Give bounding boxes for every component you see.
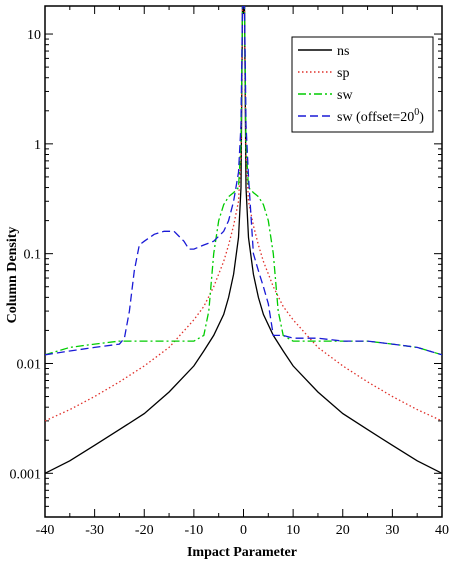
x-tick-label: 20 [336,523,350,538]
series-layer [45,6,442,474]
legend-label-1: ns [337,44,349,59]
legend-label-2: sp [337,66,349,81]
y-tick-label: 0.01 [17,357,42,372]
y-tick-label: 1 [34,138,41,153]
x-tick-label: 40 [435,523,449,538]
x-tick-label: 10 [286,523,300,538]
legend-label-4: sw (offset=200) [337,107,424,125]
legend-label-rest: ) [419,110,424,125]
x-axis: -40 -30 -20 -10 0 10 20 30 40 [36,6,449,538]
x-tick-label: -30 [85,523,104,538]
legend: ns sp sw sw (offset=200) [291,36,434,133]
y-tick-label: 0.001 [10,467,42,482]
series-line-4 [45,6,442,356]
series-line-2 [45,6,442,422]
y-axis-label: Column Density [5,227,20,324]
x-tick-label: -40 [36,523,55,538]
x-tick-label: -20 [135,523,154,538]
x-tick-label: 30 [385,523,399,538]
x-tick-label: 0 [240,523,247,538]
legend-superscript: 0 [414,107,419,118]
legend-label-3: sw [337,88,353,103]
series-line-1 [45,6,442,474]
y-axis: 0.001 0.01 0.1 1 10 [10,28,442,518]
y-tick-label: 0.1 [24,248,42,263]
y-tick-label: 10 [27,28,41,43]
x-tick-label: -10 [185,523,204,538]
x-axis-label: Impact Parameter [187,545,297,560]
